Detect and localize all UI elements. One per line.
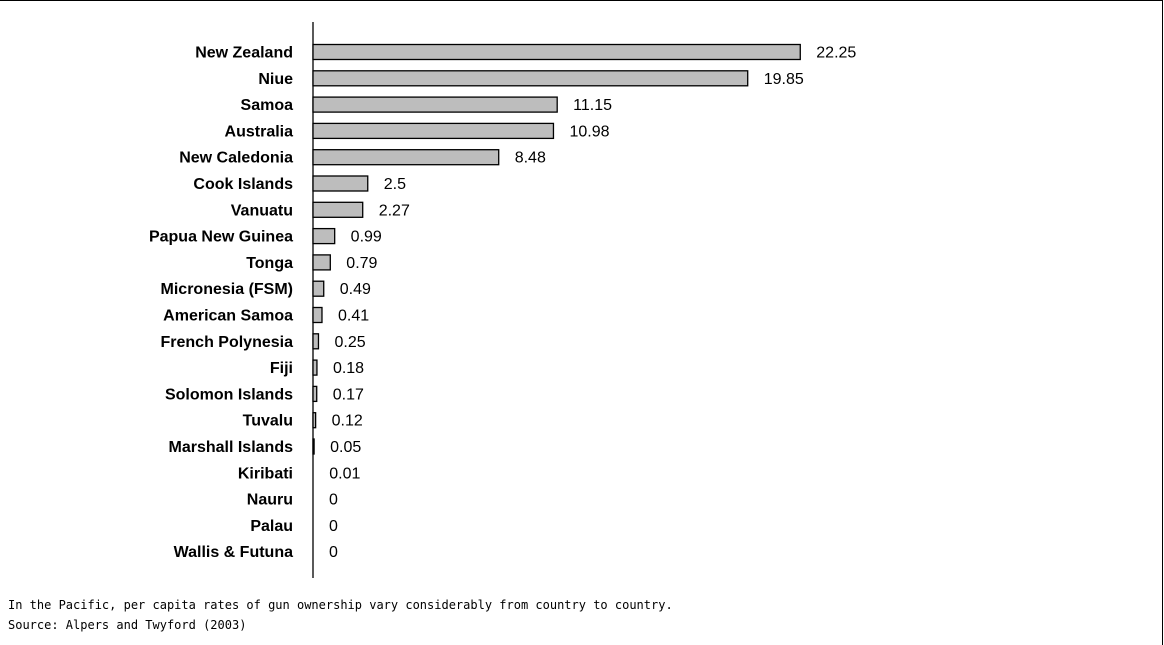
category-label: Fiji (270, 360, 293, 377)
category-label: Niue (258, 71, 293, 88)
bar (312, 43, 801, 61)
category-label: Samoa (241, 97, 294, 114)
category-label: French Polynesia (161, 334, 294, 351)
category-label: Papua New Guinea (149, 229, 293, 246)
category-label: Kiribati (238, 465, 293, 482)
value-label: 0.18 (333, 360, 364, 377)
value-label: 19.85 (764, 71, 804, 88)
value-label: 2.27 (379, 202, 410, 219)
value-label: 0.99 (351, 229, 382, 246)
category-label: Cook Islands (193, 176, 293, 193)
value-label: 0.41 (338, 308, 369, 325)
bar (312, 201, 364, 218)
value-label: 8.48 (515, 150, 546, 167)
bar (312, 122, 555, 140)
bar (312, 438, 315, 455)
category-label: Tonga (246, 255, 293, 272)
bar (312, 227, 336, 245)
bar (312, 306, 323, 324)
value-label: 0.17 (333, 386, 364, 403)
value-label: 0.05 (330, 439, 361, 456)
category-label: Marshall Islands (169, 439, 294, 456)
bar (312, 149, 500, 166)
category-label: Wallis & Futuna (174, 544, 294, 561)
value-label: 0.49 (340, 281, 371, 298)
value-label: 0.01 (329, 465, 360, 482)
category-label: New Zealand (195, 45, 293, 62)
bar (312, 96, 558, 113)
category-label: New Caledonia (179, 150, 293, 167)
bar (312, 280, 325, 297)
category-label: Nauru (247, 492, 293, 509)
value-label: 22.25 (816, 45, 856, 62)
value-label: 2.5 (384, 176, 406, 193)
value-label: 0 (329, 492, 338, 509)
category-label: Palau (250, 518, 293, 535)
value-label: 0.25 (334, 334, 365, 351)
bar (312, 385, 318, 403)
category-label: Tuvalu (243, 413, 293, 430)
category-label: Micronesia (FSM) (161, 281, 293, 298)
value-label: 0 (329, 518, 338, 535)
value-label: 11.15 (573, 97, 612, 114)
figure-caption: In the Pacific, per capita rates of gun … (8, 598, 673, 612)
bar (312, 333, 320, 350)
category-label: Australia (225, 123, 294, 140)
bar (312, 175, 369, 192)
bar (312, 412, 317, 429)
bar (312, 70, 749, 87)
bar (312, 254, 331, 271)
value-label: 0 (329, 544, 338, 561)
figure-source: Source: Alpers and Twyford (2003) (8, 618, 247, 632)
value-label: 10.98 (569, 123, 609, 140)
value-label: 0.79 (346, 255, 377, 272)
category-label: Vanuatu (231, 202, 293, 219)
category-label: American Samoa (163, 308, 293, 325)
value-label: 0.12 (332, 413, 363, 430)
bar (312, 359, 318, 376)
category-label: Solomon Islands (165, 386, 293, 403)
